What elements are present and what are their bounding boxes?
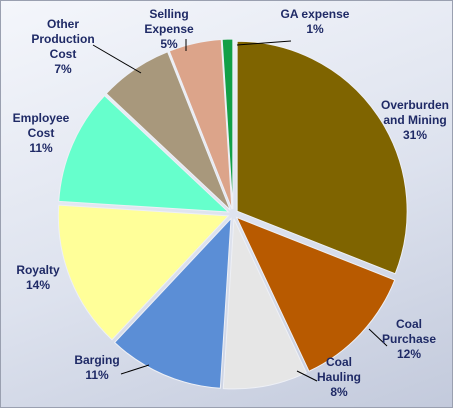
pie-slice: [113, 217, 232, 389]
slice-label: Selling Expense 5%: [134, 7, 204, 52]
slice-label: Coal Hauling 8%: [309, 355, 369, 400]
pie-slice: [58, 94, 230, 213]
leader-line: [236, 40, 292, 46]
category-name: Coal Purchase: [381, 317, 437, 346]
value-label: 8%: [330, 385, 348, 399]
leader-line: [92, 44, 142, 74]
category-name: Employee Cost: [12, 111, 70, 140]
value-label: 1%: [306, 22, 324, 36]
value-label: 12%: [396, 347, 422, 361]
pie-slice: [236, 40, 408, 275]
slice-label: Employee Cost 11%: [6, 111, 76, 156]
leader-line: [296, 370, 318, 382]
leader-line: [368, 328, 388, 347]
value-label: 5%: [160, 37, 178, 51]
pie-slice: [221, 38, 234, 210]
category-name: GA expense: [280, 7, 350, 21]
value-label: 31%: [402, 128, 428, 142]
leader-line: [120, 364, 150, 375]
pie-slice: [235, 216, 396, 372]
slice-label: Coal Purchase 12%: [374, 317, 444, 362]
slice-label: GA expense 1%: [280, 7, 350, 37]
value-label: 7%: [54, 62, 72, 76]
pie-slice: [57, 204, 230, 341]
value-label: 11%: [29, 141, 53, 155]
slice-label: Other Production Cost 7%: [18, 17, 108, 77]
category-name: Barging: [74, 353, 120, 367]
category-name: Selling Expense: [144, 7, 194, 36]
slice-label: Royalty 14%: [8, 263, 68, 293]
pie-slice: [222, 218, 307, 390]
slice-label: Barging 11%: [62, 353, 132, 383]
value-label: 14%: [25, 278, 51, 292]
category-name: Royalty: [16, 263, 60, 277]
category-name: Other Production Cost: [31, 17, 95, 61]
slice-label: Overburden and Mining 31%: [373, 98, 453, 143]
value-label: 11%: [85, 368, 109, 382]
pie-slice: [168, 38, 233, 210]
category-name: Overburden and Mining: [380, 98, 449, 127]
category-name: Coal Hauling: [317, 355, 361, 384]
